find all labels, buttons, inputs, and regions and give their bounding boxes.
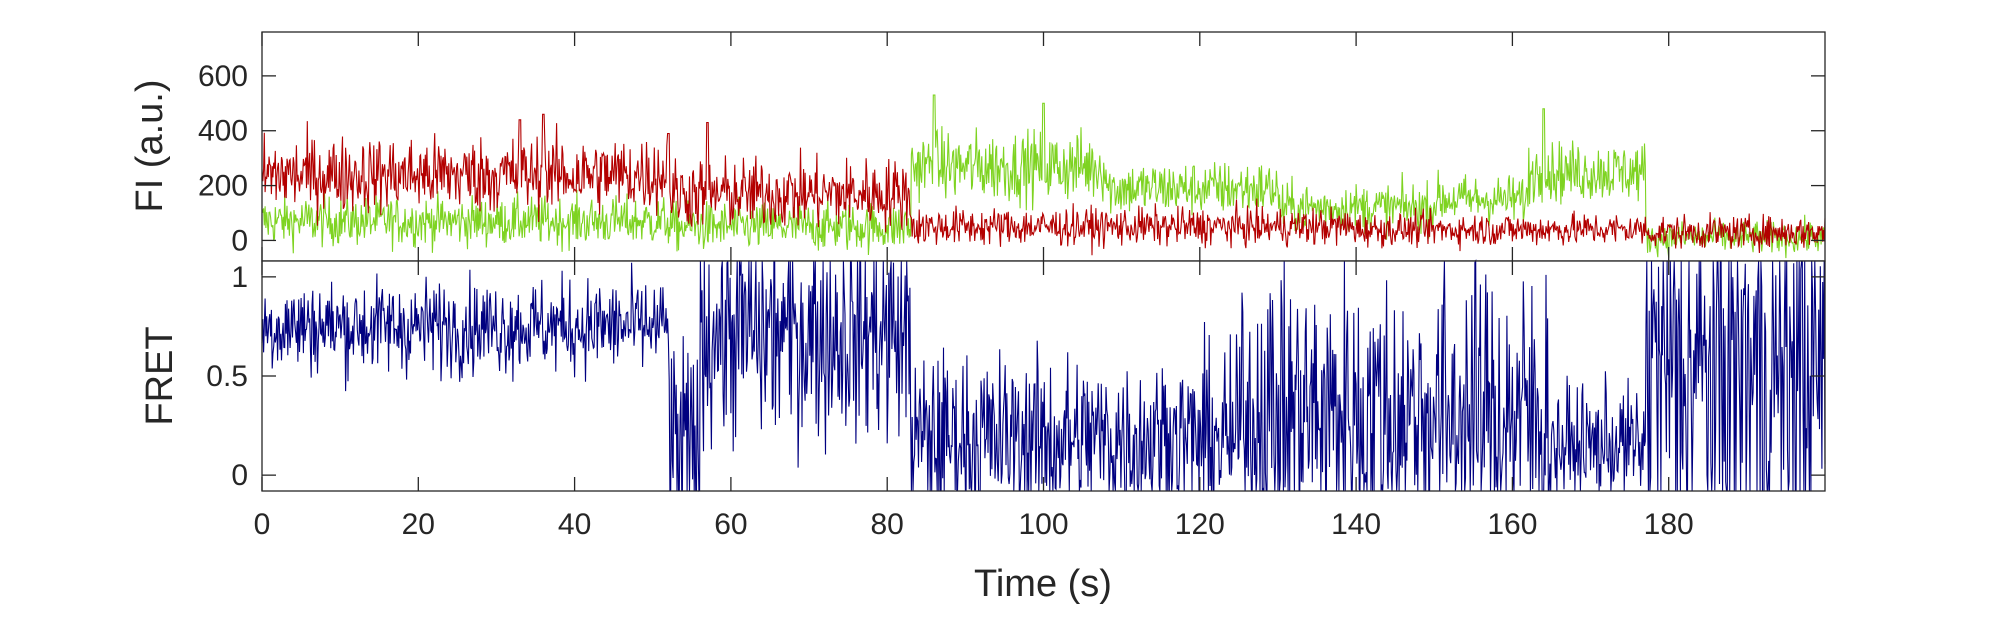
fret-series-group <box>261 258 1826 492</box>
fret-y-ticks: 00.51 <box>206 261 1825 492</box>
fret-panel: 00.51 0 20 40 60 80 100 120 140 160 180 FRET Time… <box>139 258 1826 605</box>
x-tick-label: 140 <box>1331 508 1381 541</box>
intensity-panel: 0 200 400 600 FI (a.u.) <box>129 31 1826 262</box>
time-x-ticks: 0 20 40 60 80 100 120 140 160 180 <box>254 261 1694 541</box>
x-tick-label: 160 <box>1487 508 1537 541</box>
x-tick-label: 60 <box>714 508 747 541</box>
intensity-y-ticks: 0 200 400 600 <box>198 32 1825 261</box>
x-tick-label: 80 <box>871 508 904 541</box>
intensity-y-axis-label: FI (a.u.) <box>129 79 171 212</box>
x-tick-label: 40 <box>558 508 591 541</box>
fret-panel-frame <box>261 260 1826 492</box>
y-tick-label: 0 <box>231 224 248 257</box>
x-tick-label: 180 <box>1644 508 1694 541</box>
y-tick-label: 200 <box>198 170 248 203</box>
y-tick-label: 400 <box>198 115 248 148</box>
intensity-series-group <box>261 94 1826 259</box>
y-tick-label: 600 <box>198 60 248 93</box>
time-x-axis-label: Time (s) <box>974 563 1112 605</box>
acceptor-trace-line <box>261 113 1826 256</box>
y-tick-label: 0 <box>231 459 248 492</box>
x-tick-label: 0 <box>254 508 271 541</box>
x-tick-label: 100 <box>1018 508 1068 541</box>
x-tick-label: 120 <box>1175 508 1225 541</box>
fret-trace-line <box>261 258 1826 492</box>
y-tick-label: 1 <box>231 261 248 294</box>
x-tick-label: 20 <box>402 508 435 541</box>
fret-y-axis-label: FRET <box>139 326 181 425</box>
y-tick-label: 0.5 <box>206 360 248 393</box>
donor-trace-line <box>261 94 1826 259</box>
